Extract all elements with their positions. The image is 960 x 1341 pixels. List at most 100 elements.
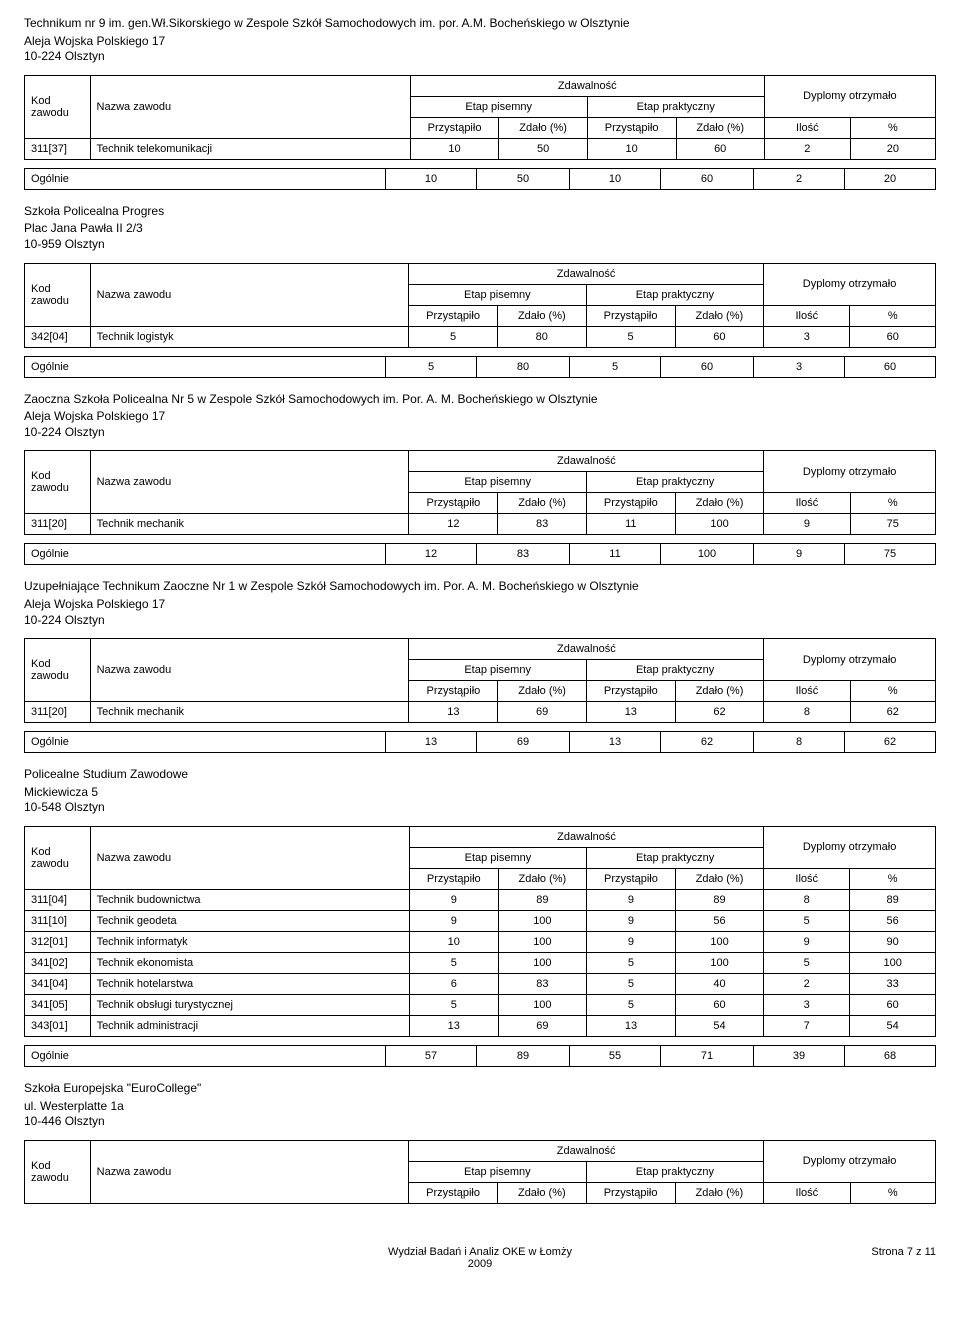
th-dyplomy: Dyplomy otrzymało	[764, 639, 936, 681]
th-pisemny: Etap pisemny	[409, 660, 586, 681]
summary-label: Ogólnie	[25, 732, 386, 753]
cell-z2: 100	[675, 931, 763, 952]
th-nazwa: Nazwa zawodu	[90, 75, 410, 138]
cell-pr: 90	[850, 931, 936, 952]
cell-z2: 89	[675, 889, 763, 910]
summary-pr: 62	[845, 732, 936, 753]
cell-z2: 56	[675, 910, 763, 931]
cell-il: 5	[764, 910, 850, 931]
cell-p2: 11	[586, 514, 675, 535]
th-p1: Przystąpiło	[410, 117, 499, 138]
th-p2: Przystąpiło	[586, 493, 675, 514]
summary-pr: 68	[845, 1045, 936, 1066]
school-addr1: Aleja Wojska Polskiego 17	[24, 409, 936, 425]
cell-p1: 5	[409, 994, 498, 1015]
th-praktyczny: Etap praktyczny	[587, 847, 764, 868]
cell-il: 8	[764, 702, 850, 723]
th-p2: Przystąpiło	[587, 117, 676, 138]
footer-line1: Wydział Badań i Analiz OKE w Łomży	[388, 1246, 572, 1258]
cell-z2: 100	[675, 952, 763, 973]
cell-p1: 5	[409, 952, 498, 973]
cell-z1: 100	[498, 931, 586, 952]
th-pisemny: Etap pisemny	[409, 847, 586, 868]
cell-nazwa: Technik telekomunikacji	[90, 138, 410, 159]
th-zdawalnosc: Zdawalność	[409, 451, 764, 472]
summary-il: 2	[754, 168, 845, 189]
cell-z2: 60	[675, 326, 764, 347]
school-addr1: Mickiewicza 5	[24, 785, 936, 801]
summary-table: Ogólnie13691362862	[24, 731, 936, 753]
summary-table: Ogólnie580560360	[24, 356, 936, 378]
th-procent: %	[850, 117, 935, 138]
th-pisemny: Etap pisemny	[409, 1161, 587, 1182]
cell-kod: 311[20]	[25, 702, 91, 723]
summary-table: Ogólnie10501060220	[24, 168, 936, 190]
summary-z1: 80	[477, 356, 570, 377]
th-praktyczny: Etap praktyczny	[586, 660, 763, 681]
th-z2: Zdało (%)	[675, 493, 764, 514]
cell-pr: 75	[850, 514, 935, 535]
summary-row: Ogólnie580560360	[25, 356, 936, 377]
summary-p2: 55	[570, 1045, 661, 1066]
summary-pr: 60	[845, 356, 936, 377]
summary-table: Ogólnie578955713968	[24, 1045, 936, 1067]
cell-kod: 342[04]	[25, 326, 91, 347]
th-ilosc: Ilość	[764, 681, 850, 702]
summary-p1: 10	[386, 168, 477, 189]
cell-nazwa: Technik geodeta	[90, 910, 409, 931]
cell-kod: 341[05]	[25, 994, 91, 1015]
school-block: Technikum nr 9 im. gen.Wł.Sikorskiego w …	[24, 16, 936, 190]
summary-label: Ogólnie	[25, 544, 386, 565]
cell-z2: 60	[676, 138, 764, 159]
school-addr2: 10-224 Olsztyn	[24, 425, 936, 441]
th-pisemny: Etap pisemny	[409, 472, 586, 493]
footer-line2: 2009	[468, 1258, 492, 1270]
cell-nazwa: Technik mechanik	[90, 514, 409, 535]
summary-p1: 57	[386, 1045, 477, 1066]
table-row: 311[04]Technik budownictwa989989889	[25, 889, 936, 910]
th-procent: %	[850, 305, 936, 326]
th-z2: Zdało (%)	[675, 868, 763, 889]
cell-il: 3	[764, 994, 850, 1015]
summary-pr: 20	[845, 168, 936, 189]
summary-label: Ogólnie	[25, 1045, 386, 1066]
th-z1: Zdało (%)	[498, 868, 586, 889]
cell-p1: 13	[409, 1015, 498, 1036]
summary-z1: 89	[477, 1045, 570, 1066]
cell-z1: 83	[498, 514, 587, 535]
th-p2: Przystąpiło	[586, 1182, 675, 1203]
table-row: 341[04]Technik hotelarstwa683540233	[25, 973, 936, 994]
cell-nazwa: Technik budownictwa	[90, 889, 409, 910]
th-kod: Kod zawodu	[25, 1140, 91, 1203]
th-z2: Zdało (%)	[675, 681, 764, 702]
cell-z2: 100	[675, 514, 764, 535]
summary-il: 39	[754, 1045, 845, 1066]
school-addr2: 10-959 Olsztyn	[24, 237, 936, 253]
table-row: 311[10]Technik geodeta9100956556	[25, 910, 936, 931]
data-table: Kod zawoduNazwa zawoduZdawalnośćDyplomy …	[24, 450, 936, 535]
summary-z1: 83	[477, 544, 570, 565]
cell-nazwa: Technik informatyk	[90, 931, 409, 952]
th-nazwa: Nazwa zawodu	[90, 263, 408, 326]
cell-nazwa: Technik administracji	[90, 1015, 409, 1036]
footer-center: Wydział Badań i Analiz OKE w Łomży 2009	[164, 1246, 796, 1270]
school-title: Szkoła Policealna Progres	[24, 204, 936, 220]
summary-z1: 50	[477, 168, 570, 189]
summary-row: Ogólnie13691362862	[25, 732, 936, 753]
th-zdawalnosc: Zdawalność	[409, 826, 763, 847]
summary-label: Ogólnie	[25, 356, 386, 377]
school-addr1: ul. Westerplatte 1a	[24, 1099, 936, 1115]
school-title: Szkoła Europejska "EuroCollege"	[24, 1081, 936, 1097]
summary-row: Ogólnie128311100975	[25, 544, 936, 565]
cell-il: 2	[764, 138, 850, 159]
th-zdawalnosc: Zdawalność	[409, 639, 764, 660]
summary-il: 9	[754, 544, 845, 565]
cell-z2: 54	[675, 1015, 763, 1036]
cell-z1: 69	[498, 1015, 586, 1036]
th-zdawalnosc: Zdawalność	[410, 75, 764, 96]
school-title: Zaoczna Szkoła Policealna Nr 5 w Zespole…	[24, 392, 936, 408]
summary-row: Ogólnie578955713968	[25, 1045, 936, 1066]
th-procent: %	[850, 493, 935, 514]
summary-z2: 100	[661, 544, 754, 565]
school-addr2: 10-548 Olsztyn	[24, 800, 936, 816]
